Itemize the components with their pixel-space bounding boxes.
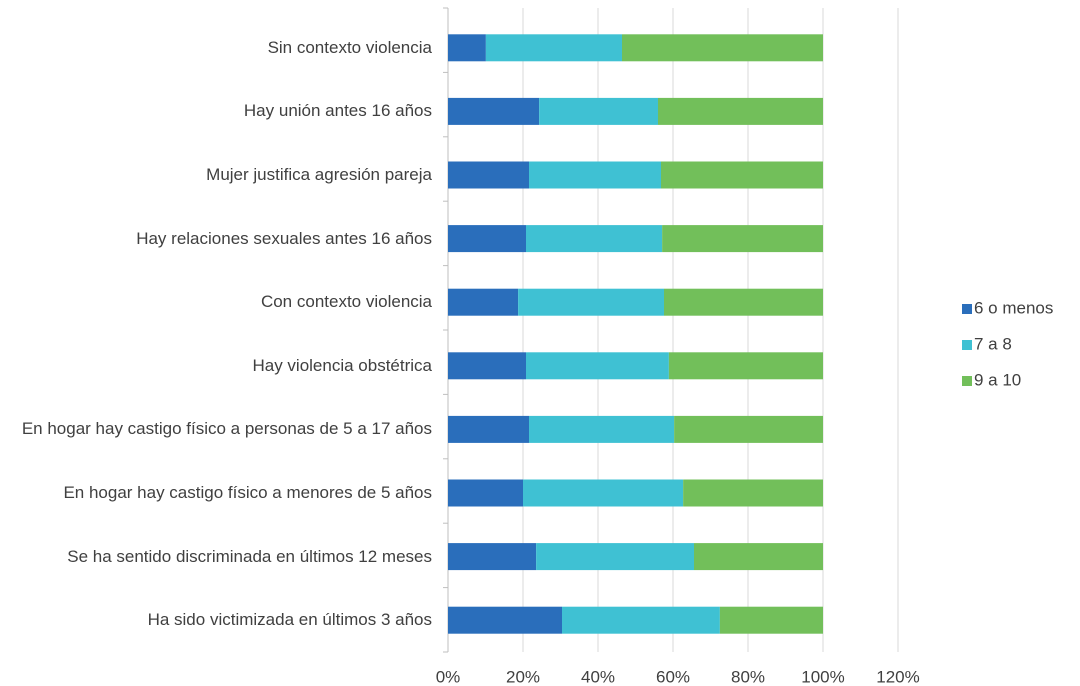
y-tick-label: Hay violencia obstétrica (252, 355, 432, 375)
x-tick-label: 0% (436, 667, 461, 686)
legend-label: 7 a 8 (974, 334, 1012, 353)
legend-swatch (962, 304, 972, 314)
category-label-box: En hogar hay castigo físico a personas d… (2, 419, 432, 439)
y-tick-label: Ha sido victimizada en últimos 3 años (147, 610, 432, 630)
x-tick-label: 60% (656, 667, 690, 686)
bar-segment (448, 606, 562, 634)
x-tick-label: 100% (801, 667, 844, 686)
bar-segment (448, 161, 529, 189)
y-tick-label: Sin contexto violencia (267, 37, 432, 57)
y-tick-label: Hay unión antes 16 años (243, 101, 432, 121)
bar-segment (664, 288, 823, 316)
bar-segment (485, 34, 622, 62)
bar-segment (448, 543, 537, 571)
y-tick-label: Mujer justifica agresión pareja (206, 165, 432, 184)
category-label-box: Con contexto violencia (2, 292, 432, 312)
category-label-box: Hay violencia obstétrica (2, 356, 432, 376)
bar-segment (526, 352, 669, 380)
x-tick-label: 20% (506, 667, 540, 686)
bar-segment (562, 606, 720, 634)
category-label-box: Hay relaciones sexuales antes 16 años (2, 229, 432, 249)
bar-segment (719, 606, 823, 634)
bar-segment (529, 161, 661, 189)
y-tick-label: En hogar hay castigo físico a menores de… (63, 483, 432, 502)
legend-label: 6 o menos (974, 298, 1053, 317)
legend-swatch (962, 376, 972, 386)
y-tick-label: Con contexto violencia (260, 292, 432, 312)
category-label-box: Hay unión antes 16 años (2, 101, 432, 121)
bar-segment (526, 225, 663, 253)
y-tick-label: Se ha sentido discriminada en últimos 12… (67, 546, 432, 566)
bar-segment (448, 34, 486, 62)
bar-segment (674, 415, 823, 443)
category-label-box: Se ha sentido discriminada en últimos 12… (2, 547, 432, 567)
category-label-box: Ha sido victimizada en últimos 3 años (2, 610, 432, 630)
bar-segment (658, 97, 823, 125)
legend-swatch (962, 340, 972, 350)
bar-segment (448, 415, 529, 443)
bar-segment (518, 288, 664, 316)
x-tick-label: 120% (876, 667, 919, 686)
bar-segment (448, 225, 526, 253)
bar-segment (539, 97, 658, 125)
bar-segment (668, 352, 823, 380)
bar-segment (661, 161, 823, 189)
legend-label: 9 a 10 (974, 370, 1021, 389)
bar-segment (448, 288, 519, 316)
bar-segment (448, 479, 523, 507)
bar-segment (536, 543, 694, 571)
y-tick-label: En hogar hay castigo físico a personas d… (21, 419, 432, 439)
bar-segment (622, 34, 823, 62)
bar-segment (683, 479, 823, 507)
bar-segment (662, 225, 823, 253)
bar-segment (529, 415, 675, 443)
bar-segment (694, 543, 823, 571)
bar-segment (448, 352, 526, 380)
category-label-box: En hogar hay castigo físico a menores de… (2, 483, 432, 503)
bar-segment (523, 479, 684, 507)
bar-segment (448, 97, 540, 125)
y-tick-label: Hay relaciones sexuales antes 16 años (136, 228, 432, 248)
category-label-box: Sin contexto violencia (2, 38, 432, 58)
category-label-box: Mujer justifica agresión pareja (2, 165, 432, 185)
x-tick-label: 80% (731, 667, 765, 686)
x-tick-label: 40% (581, 667, 615, 686)
